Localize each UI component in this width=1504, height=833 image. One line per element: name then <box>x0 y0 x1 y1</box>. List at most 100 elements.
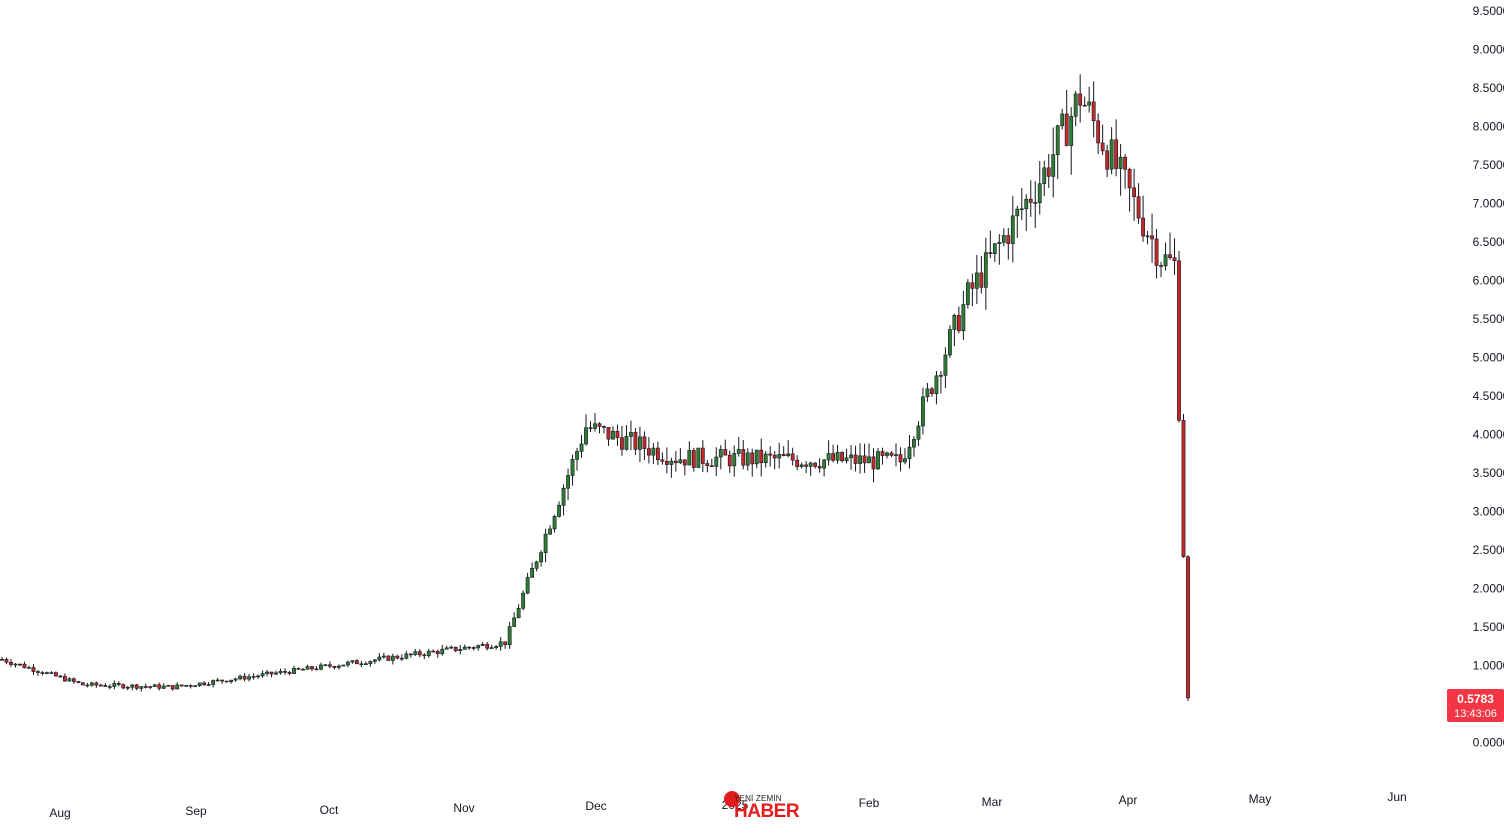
candle-body <box>831 453 835 461</box>
candle-body <box>736 449 741 454</box>
candle-body <box>790 453 795 461</box>
candle-body <box>1033 202 1038 204</box>
candle-body <box>399 657 404 660</box>
candle-body <box>355 660 359 665</box>
x-tick-label: Feb <box>859 796 880 810</box>
candle-body <box>152 684 157 687</box>
candle-body <box>611 430 615 440</box>
x-tick-label: Dec <box>585 799 606 813</box>
candle-body <box>1091 101 1096 122</box>
candle-body <box>1114 139 1119 169</box>
candle-body <box>1015 208 1020 217</box>
candle-body <box>1042 167 1047 185</box>
watermark-line1: YENİ ZEMİN <box>734 794 782 803</box>
candle-body <box>1141 217 1145 237</box>
candle-body <box>116 683 121 685</box>
candle-body <box>40 672 45 674</box>
candle-body <box>952 315 957 330</box>
candle-body <box>1096 120 1101 144</box>
candle-body <box>422 654 427 657</box>
y-tick-label: 6.5000 <box>1473 235 1504 249</box>
candle-body <box>799 464 804 467</box>
candle-body <box>1082 104 1087 107</box>
candle-body <box>714 456 719 467</box>
candle-body <box>36 671 40 673</box>
candle-body <box>215 679 220 682</box>
candle-body <box>480 644 485 646</box>
candle-body <box>885 452 889 456</box>
candle-body <box>822 459 827 469</box>
candle-body <box>494 646 499 648</box>
candle-body <box>876 451 880 470</box>
candle-body <box>301 668 305 671</box>
candle-body <box>871 456 876 470</box>
last-price-badge: 0.5783 13:43:06 <box>1447 689 1504 722</box>
candle-body <box>390 655 395 661</box>
candle-body <box>408 653 413 656</box>
candle-body <box>449 646 454 649</box>
candle-body <box>570 459 575 476</box>
candle-body <box>597 423 602 427</box>
candle-body <box>948 329 952 356</box>
candle-body <box>1064 113 1069 146</box>
candle-body <box>808 462 813 467</box>
candle-body <box>503 641 508 646</box>
candle-body <box>112 683 117 687</box>
candle-body <box>1127 169 1132 189</box>
candle-body <box>462 646 467 650</box>
candle-body <box>188 684 193 687</box>
x-tick-label: Mar <box>982 795 1003 809</box>
candle-body <box>283 671 287 673</box>
candle-body <box>1046 167 1051 177</box>
x-tick-label: Oct <box>320 803 339 817</box>
candle-body <box>723 449 728 456</box>
candle-body <box>31 667 36 672</box>
candle-body <box>889 452 894 456</box>
x-tick-label: Apr <box>1119 793 1138 807</box>
candle-body <box>1136 196 1141 219</box>
candle-body <box>1100 142 1105 152</box>
candle-body <box>642 436 647 449</box>
candle-body <box>543 533 548 553</box>
candle-body <box>682 459 687 466</box>
candle-body <box>507 626 512 646</box>
candle-body <box>310 666 314 670</box>
candle-body <box>220 679 225 682</box>
candle-body <box>444 647 449 650</box>
candle-body <box>426 650 431 656</box>
candle-body <box>1060 113 1065 127</box>
candle-body <box>359 663 364 666</box>
candle-body <box>647 448 651 456</box>
candle-body <box>1123 156 1128 170</box>
candle-body <box>516 607 521 619</box>
candle-body <box>1132 187 1136 198</box>
candle-body <box>575 451 579 460</box>
globe-icon <box>724 791 740 807</box>
candle-body <box>1186 556 1190 699</box>
candle-body <box>804 464 809 467</box>
candle-body <box>673 460 678 464</box>
candle-body <box>1069 115 1074 146</box>
candle-body <box>71 678 76 682</box>
candle-body <box>417 651 422 656</box>
candle-body <box>489 647 494 649</box>
candle-body <box>633 432 638 450</box>
candle-body <box>606 427 611 440</box>
candle-body <box>1145 235 1150 238</box>
candle-body <box>121 684 126 689</box>
candle-body <box>1154 238 1159 266</box>
candle-body <box>435 651 440 655</box>
candle-body <box>233 678 238 681</box>
last-price-value: 0.5783 <box>1457 692 1494 706</box>
candle-body <box>691 450 696 468</box>
candle-body <box>125 686 130 689</box>
candle-body <box>593 423 597 429</box>
y-tick-label: 4.5000 <box>1473 389 1504 403</box>
candle-body <box>992 243 997 254</box>
candle-body <box>1163 254 1168 267</box>
candle-body <box>898 454 903 463</box>
